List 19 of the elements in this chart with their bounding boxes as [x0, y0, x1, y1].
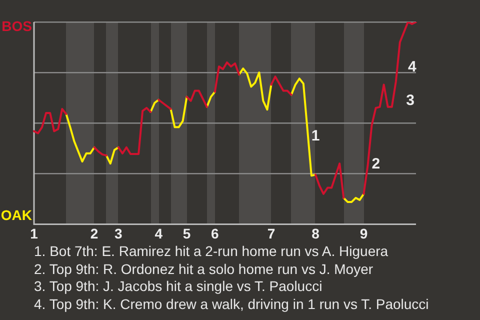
text: OAK — [0, 207, 32, 224]
text: 1. Bot 7th: E. Ramirez hit a 2-run home run vs A. Higuera — [34, 243, 390, 260]
x-tick-label: 7 — [267, 225, 276, 242]
x-tick-label: 6 — [211, 225, 220, 242]
x-tick-label: 8 — [312, 225, 320, 242]
x-tick-label: 9 — [360, 225, 368, 242]
text: 2. Top 9th: R. Ordonez hit a solo home run vs J. Moyer — [34, 260, 374, 278]
x-tick-label: 1 — [30, 225, 38, 242]
text: BOS — [2, 18, 32, 34]
annotation: 1 — [311, 127, 320, 144]
text: 4. Top 9th: K. Cremo drew a walk, driving in 1 run vs T. Paolucci — [34, 296, 429, 313]
annotation: 4 — [408, 58, 418, 76]
x-tick-label: 2 — [90, 225, 98, 242]
annotation: 2 — [372, 156, 380, 173]
x-tick-label: 3 — [114, 225, 123, 242]
text: 3. Top 9th: J. Jacobs hit a single vs T. Paolucci — [34, 278, 324, 296]
x-tick-label: 4 — [154, 225, 163, 242]
annotation: 3 — [406, 92, 414, 109]
x-tick-label: 5 — [182, 225, 191, 242]
